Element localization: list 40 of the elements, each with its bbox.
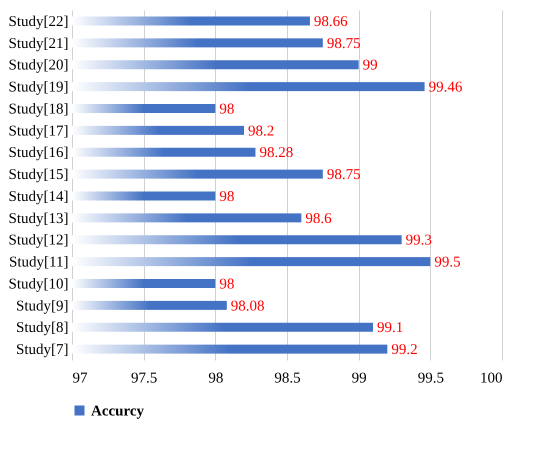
y-tick-label: Study[9] (16, 298, 68, 314)
y-tick-label: Study[16] (8, 145, 68, 162)
data-label: 98.75 (326, 36, 361, 52)
y-tick-label: Study[13] (8, 210, 68, 227)
y-tick-label: Study[8] (16, 320, 68, 336)
y-tick-label: Study[11] (9, 254, 68, 271)
y-tick-label: Study[7] (16, 342, 68, 358)
data-label: 99.46 (428, 80, 463, 96)
y-tick-label: Study[12] (8, 232, 68, 249)
data-label: 98 (219, 101, 234, 118)
data-label: 98.6 (305, 210, 332, 227)
data-label: 98 (219, 276, 234, 292)
y-tick-label: Study[17] (8, 123, 68, 140)
data-label: 99.2 (391, 342, 418, 358)
y-tick-label: Study[10] (8, 276, 68, 292)
data-label: 98.66 (314, 14, 348, 30)
x-tick-label: 98 (208, 370, 224, 386)
data-label: 99.3 (406, 232, 432, 249)
data-label: 98 (219, 188, 234, 205)
data-label: 99.5 (434, 254, 461, 271)
data-label: 98.28 (259, 145, 294, 162)
data-label: 98.08 (230, 298, 265, 314)
x-tick-label: 99 (352, 370, 367, 386)
y-tick-label: Study[18] (8, 101, 68, 118)
data-label: 99 (362, 58, 378, 74)
y-tick-label: Study[19] (8, 80, 68, 96)
x-tick-label: 99.5 (418, 370, 444, 386)
x-tick-label: 98.5 (274, 370, 301, 386)
y-tick-label: Study[22] (8, 14, 68, 30)
y-tick-label: Study[14] (8, 188, 68, 205)
y-tick-label: Study[15] (8, 167, 68, 184)
y-tick-label: Study[20] (8, 58, 68, 74)
y-tick-label: Study[21] (8, 36, 68, 52)
data-label: 99.1 (377, 320, 404, 336)
legend-label: Accurcy (91, 404, 145, 420)
x-tick-label: 100 (480, 370, 502, 386)
data-label: 98.2 (248, 123, 274, 140)
data-label: 98.75 (326, 167, 361, 184)
x-tick-label: 97 (72, 370, 88, 386)
x-tick-label: 97.5 (131, 370, 158, 386)
